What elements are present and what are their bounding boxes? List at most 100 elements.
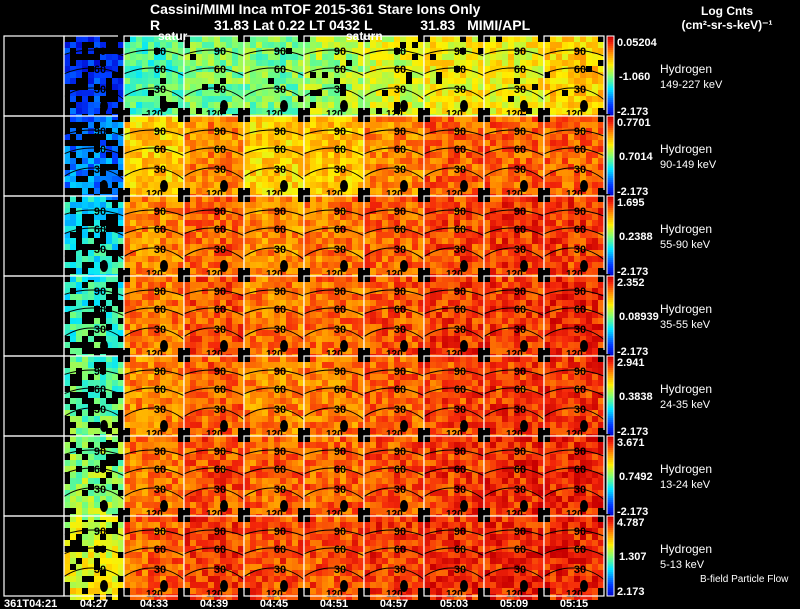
heatmap-cell	[514, 202, 520, 208]
heatmap-cell	[304, 90, 310, 96]
heatmap-cell	[598, 66, 604, 72]
heatmap-cell	[454, 116, 460, 122]
heatmap-cell	[382, 348, 388, 354]
colorbar-segment	[607, 230, 614, 232]
heatmap-cell	[154, 238, 160, 244]
heatmap-cell	[376, 250, 382, 256]
colorbar-segment	[607, 132, 614, 134]
heatmap-cell	[352, 232, 358, 238]
heatmap-cell	[424, 72, 430, 78]
heatmap-cell	[334, 48, 340, 54]
heatmap-cell	[544, 128, 550, 134]
heatmap-cell	[298, 330, 304, 336]
heatmap-cell	[526, 72, 532, 78]
heatmap-cell	[202, 256, 208, 262]
heatmap-cell	[394, 134, 400, 140]
heatmap-cell	[568, 108, 574, 114]
pitch-angle-contour	[243, 87, 305, 100]
heatmap-cell	[160, 176, 166, 182]
colorbar-segment	[607, 138, 614, 140]
heatmap-cell	[586, 54, 592, 60]
heatmap-cell	[238, 42, 244, 48]
heatmap-cell	[544, 54, 550, 60]
heatmap-cell	[280, 238, 286, 244]
pitch-angle-contour	[183, 129, 245, 137]
heatmap-cell	[352, 188, 358, 194]
heatmap-cell	[412, 182, 418, 188]
heatmap-cell	[88, 158, 94, 164]
heatmap-cell	[484, 54, 490, 60]
heatmap-cell	[430, 158, 436, 164]
heatmap-cell	[130, 276, 136, 282]
heatmap-cell	[394, 152, 400, 158]
heatmap-cell	[370, 48, 376, 54]
heatmap-cell	[358, 176, 364, 182]
heatmap-cell	[472, 208, 478, 214]
heatmap-cell	[214, 244, 220, 250]
heatmap-cell	[292, 306, 298, 312]
pitch-angle-contour	[123, 227, 185, 237]
heatmap-cell	[220, 134, 226, 140]
heatmap-cell	[274, 196, 280, 202]
contour-label: 90	[94, 206, 106, 218]
heatmap-cell	[382, 226, 388, 232]
heatmap-cell	[160, 54, 166, 60]
heatmap-cell	[418, 312, 424, 318]
heatmap-cell	[568, 140, 574, 146]
heatmap-cell	[268, 300, 274, 306]
heatmap-cell	[190, 42, 196, 48]
heatmap-cell	[466, 312, 472, 318]
heatmap-cell	[202, 300, 208, 306]
heatmap-cell	[154, 84, 160, 90]
heatmap-cell	[238, 288, 244, 294]
contour-label-120: 120	[146, 109, 163, 120]
heatmap-cell	[394, 66, 400, 72]
heatmap-cell	[154, 214, 160, 220]
heatmap-cell	[70, 128, 76, 134]
heatmap-cell	[346, 54, 352, 60]
heatmap-cell	[472, 116, 478, 122]
heatmap-cell	[592, 158, 598, 164]
heatmap-cell	[490, 226, 496, 232]
heatmap-cell	[352, 60, 358, 66]
saturn-marker-icon	[220, 180, 228, 192]
colorbar-segment	[607, 214, 614, 216]
heatmap-cell	[256, 330, 262, 336]
heatmap-cell	[574, 182, 580, 188]
heatmap-cell	[358, 102, 364, 108]
heatmap-cell	[112, 318, 118, 324]
heatmap-cell	[190, 294, 196, 300]
heatmap-cell	[550, 102, 556, 108]
contour-label: 90	[214, 46, 226, 58]
heatmap-cell	[142, 116, 148, 122]
heatmap-cell	[466, 146, 472, 152]
heatmap-cell	[592, 140, 598, 146]
heatmap-cell	[394, 60, 400, 66]
heatmap-cell	[580, 202, 586, 208]
colorbar	[606, 115, 615, 197]
heatmap-cell	[424, 84, 430, 90]
heatmap-cell	[304, 208, 310, 214]
heatmap-cell	[202, 102, 208, 108]
colorbar-segment	[607, 264, 614, 266]
colorbar-segment	[607, 134, 614, 136]
heatmap-cell	[274, 268, 280, 274]
heatmap-cell	[172, 312, 178, 318]
heatmap-cell	[520, 250, 526, 256]
heatmap-cell	[304, 294, 310, 300]
heatmap-cell	[214, 182, 220, 188]
heatmap-cell	[598, 232, 604, 238]
heatmap-cell	[184, 152, 190, 158]
heatmap-cell	[148, 282, 154, 288]
heatmap-cell	[178, 152, 184, 158]
heatmap-cell	[448, 276, 454, 282]
heatmap-cell	[166, 170, 172, 176]
heatmap-cell	[352, 102, 358, 108]
heatmap-cell	[112, 146, 118, 152]
heatmap-panel	[3, 275, 65, 357]
heatmap-cell	[178, 176, 184, 182]
pitch-angle-contour	[483, 49, 545, 57]
heatmap-cell	[574, 208, 580, 214]
heatmap-cell	[298, 306, 304, 312]
heatmap-cell	[214, 196, 220, 202]
